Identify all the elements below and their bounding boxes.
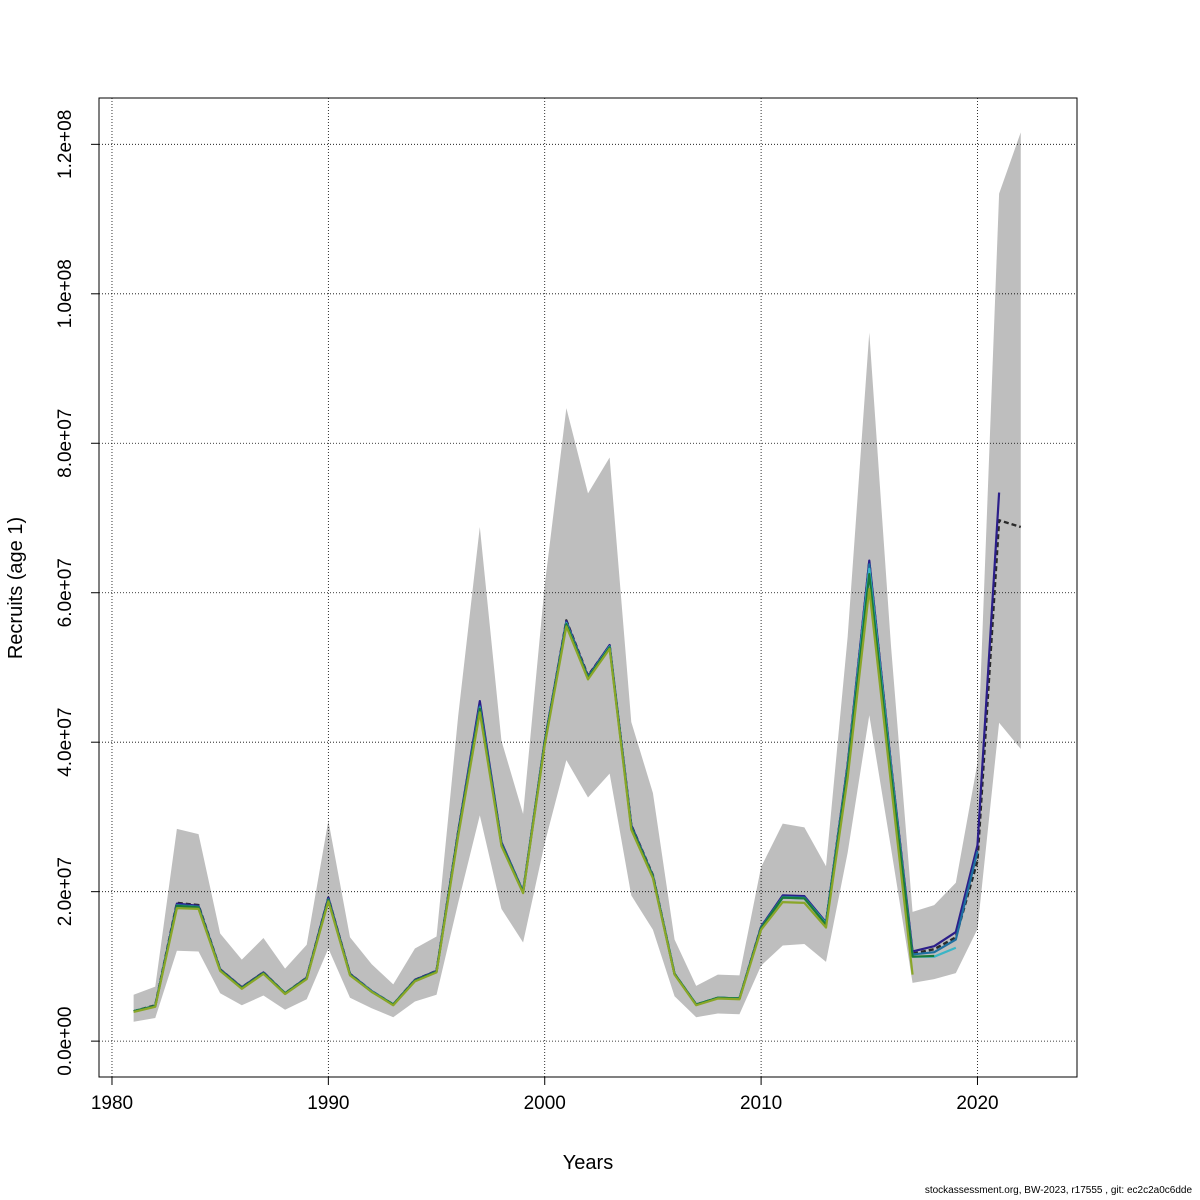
x-tick-label: 1990 — [307, 1093, 349, 1114]
y-tick-label: 0.0e+00 — [55, 1007, 76, 1076]
confidence-band-layer — [133, 132, 1021, 1022]
x-axis-title: Years — [563, 1152, 613, 1174]
axes-layer: 1980 1990 2000 2010 2020 0.0e+00 2.0e+07 4.0e+0… — [55, 97, 1078, 1114]
series-line-6 — [133, 587, 914, 1014]
x-tick-label: 2000 — [524, 1093, 566, 1114]
footer-credit: stockassessment.org, BW-2023, r17555 , g… — [924, 1185, 1192, 1196]
grid-layer — [99, 98, 1077, 1077]
y-tick-label: 8.0e+07 — [55, 409, 76, 478]
y-tick-label: 1.2e+08 — [55, 110, 76, 179]
y-tick-label: 2.0e+07 — [55, 857, 76, 926]
y-tick-label: 4.0e+07 — [55, 708, 76, 777]
x-tick-label: 2010 — [740, 1093, 782, 1114]
y-tick-label: 1.0e+08 — [55, 259, 76, 328]
y-axis-title: Recruits (age 1) — [5, 517, 27, 659]
y-tick-label: 6.0e+07 — [55, 558, 76, 627]
x-tick-label: 1980 — [91, 1093, 133, 1114]
x-tick-label: 2020 — [956, 1093, 998, 1114]
plot-frame — [98, 97, 1078, 1078]
series-layer — [133, 492, 1022, 1014]
confidence-band — [133, 132, 1021, 1022]
